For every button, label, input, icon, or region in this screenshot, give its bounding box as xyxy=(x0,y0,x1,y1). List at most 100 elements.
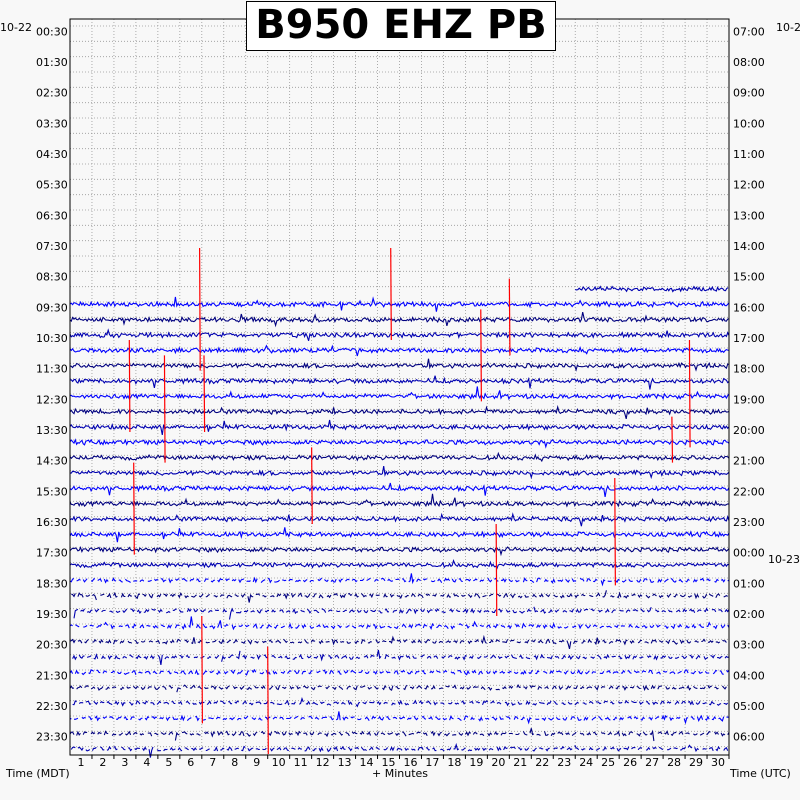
right-time-label: 19:00 xyxy=(733,393,765,406)
trace-line xyxy=(72,649,730,665)
right-axis-label: Time (UTC) xyxy=(729,767,791,780)
event-spike xyxy=(199,247,201,371)
trace-line xyxy=(575,285,729,293)
event-spike xyxy=(201,615,203,724)
event-markers xyxy=(128,247,691,755)
x-tick-label: 9 xyxy=(253,756,260,769)
trace-line xyxy=(69,559,730,570)
x-axis-label: + Minutes xyxy=(372,767,428,780)
left-time-label: 06:30 xyxy=(36,209,68,222)
x-tick-label: 17 xyxy=(425,756,439,769)
plot-frame xyxy=(69,18,730,756)
trace-line xyxy=(69,493,730,508)
right-time-label: 15:00 xyxy=(733,271,765,284)
event-spike xyxy=(688,339,691,448)
left-time-label: 11:30 xyxy=(36,363,68,376)
left-time-label: 21:30 xyxy=(36,669,68,682)
x-tick-label: 23 xyxy=(557,756,571,769)
left-time-label: 23:30 xyxy=(36,731,68,744)
trace-line xyxy=(69,616,730,631)
x-tick-label: 10 xyxy=(272,756,286,769)
trace-line xyxy=(69,328,730,341)
grid-lines xyxy=(70,19,729,755)
x-tick-label: 20 xyxy=(491,756,505,769)
left-time-label: 19:30 xyxy=(36,608,68,621)
x-tick-label: 13 xyxy=(338,756,352,769)
left-time-label: 00:30 xyxy=(36,25,68,38)
left-date-label: 10-22 xyxy=(0,21,32,34)
event-spike xyxy=(133,462,135,555)
x-axis-ticks: 1 2 3 4 5 6 7 8 9 10 11 12 13 14 15 16 17 18 19 20 21 22 23 24 2… xyxy=(77,755,730,769)
left-time-label: 01:30 xyxy=(36,56,68,69)
trace-line xyxy=(69,512,730,527)
trace-line xyxy=(70,742,729,758)
left-time-label: 18:30 xyxy=(36,577,68,590)
left-axis-label: Time (MDT) xyxy=(5,767,70,780)
right-time-label: 07:00 xyxy=(733,25,765,38)
trace-line xyxy=(70,466,730,480)
left-time-label: 22:30 xyxy=(36,700,68,713)
event-spike xyxy=(203,355,206,433)
left-time-label: 14:30 xyxy=(36,455,68,468)
x-tick-label: 28 xyxy=(667,756,681,769)
trace-line xyxy=(69,668,730,676)
right-time-label: 03:00 xyxy=(733,639,765,652)
right-time-label: 01:00 xyxy=(733,577,765,590)
x-tick-label: 12 xyxy=(316,756,330,769)
x-tick-label: 21 xyxy=(513,756,527,769)
left-time-label: 17:30 xyxy=(36,547,68,560)
x-tick-label: 4 xyxy=(143,756,150,769)
event-spike xyxy=(614,477,616,586)
left-time-label: 12:30 xyxy=(36,393,68,406)
trace-line xyxy=(69,404,730,420)
x-tick-label: 30 xyxy=(711,756,725,769)
x-tick-label: 19 xyxy=(469,756,483,769)
right-time-label: 02:00 xyxy=(733,608,765,621)
trace-line xyxy=(69,711,730,725)
left-time-label: 04:30 xyxy=(36,148,68,161)
trace-line xyxy=(69,344,730,357)
x-tick-label: 26 xyxy=(623,756,637,769)
right-time-label: 13:00 xyxy=(733,209,765,222)
x-tick-label: 15 xyxy=(382,756,396,769)
right-time-label: 00:00 xyxy=(733,547,765,560)
right-time-label: 14:00 xyxy=(733,240,765,253)
left-time-label: 16:30 xyxy=(36,516,68,529)
left-time-label: 13:30 xyxy=(36,424,68,437)
trace-line xyxy=(71,590,728,603)
x-tick-label: 16 xyxy=(403,756,417,769)
left-time-label: 20:30 xyxy=(36,639,68,652)
trace-line xyxy=(69,545,730,557)
event-spike xyxy=(267,646,269,755)
left-time-label: 03:30 xyxy=(36,117,68,130)
trace-line xyxy=(72,697,729,708)
trace-line xyxy=(69,482,730,497)
x-tick-label: 22 xyxy=(535,756,549,769)
x-tick-label: 29 xyxy=(689,756,703,769)
event-spike xyxy=(480,309,482,402)
right-time-label: 21:00 xyxy=(733,455,765,468)
left-time-label: 02:30 xyxy=(36,87,68,100)
trace-line xyxy=(69,573,730,587)
right-time-label: 04:00 xyxy=(733,669,765,682)
x-tick-label: 6 xyxy=(187,756,194,769)
right-time-label: 12:00 xyxy=(733,179,765,192)
chart-title: B950 EHZ PB xyxy=(246,1,556,51)
left-time-label: 15:30 xyxy=(36,485,68,498)
left-time-label: 07:30 xyxy=(36,240,68,253)
trace-line xyxy=(73,606,730,620)
event-spike xyxy=(163,355,166,463)
trace-line xyxy=(69,438,730,449)
seismic-traces xyxy=(69,285,730,758)
left-time-label: 05:30 xyxy=(36,179,68,192)
event-spike xyxy=(495,523,498,617)
right-date-label-mid: 10-23 xyxy=(768,553,800,566)
right-time-labels: 07:00 08:00 09:00 10:00 11:00 12:00 13:00 14:00… xyxy=(733,25,765,743)
right-time-label: 17:00 xyxy=(733,332,765,345)
trace-line xyxy=(69,419,730,436)
x-tick-label: 14 xyxy=(360,756,374,769)
trace-line xyxy=(69,386,730,401)
trace-line xyxy=(69,296,730,312)
event-spike xyxy=(390,247,392,341)
